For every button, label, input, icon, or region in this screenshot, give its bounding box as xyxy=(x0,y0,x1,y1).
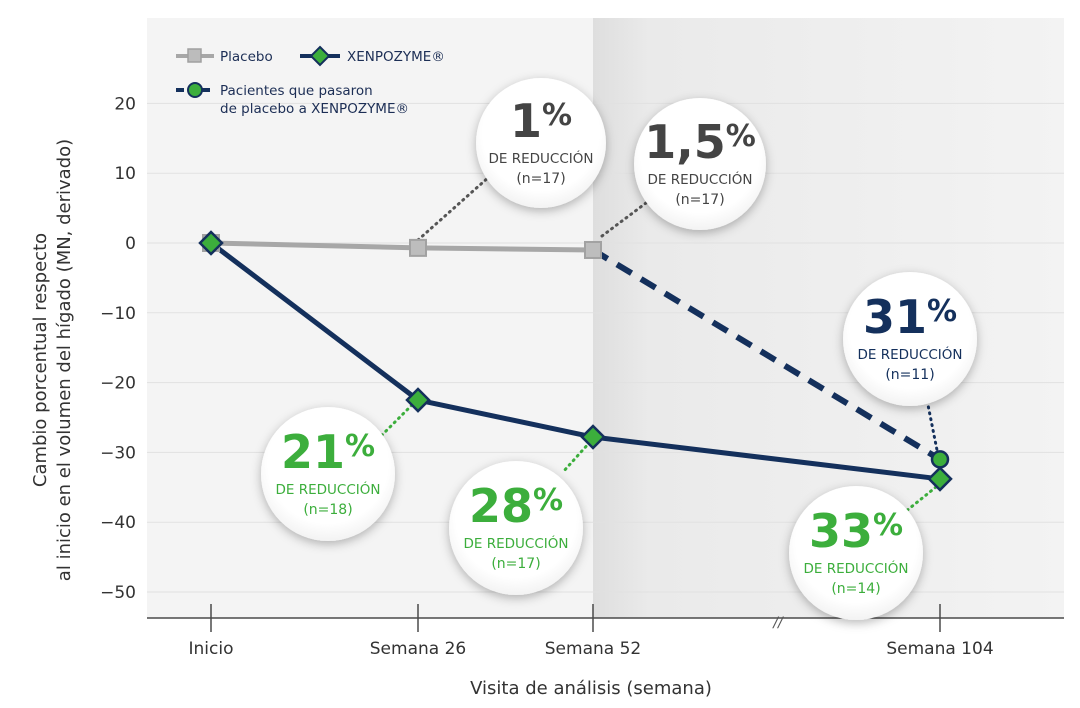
legend-crossover: Pacientes que pasaron de placebo a XENPO… xyxy=(176,82,409,117)
y-tick-label: 0 xyxy=(125,234,136,254)
legend-placebo-label: Placebo xyxy=(220,49,273,65)
y-tick-label: −10 xyxy=(100,304,136,324)
bubble-label: DE REDUCCIÓN xyxy=(804,559,909,577)
annotation-connectors xyxy=(378,174,940,514)
bubble-circle xyxy=(789,486,923,620)
y-tick-label: −50 xyxy=(100,583,136,603)
annotation-connector xyxy=(416,174,492,242)
x-tick-labels: Inicio Semana 26 Semana 52 Semana 104 xyxy=(189,604,994,659)
xenpozyme-marker xyxy=(927,466,953,492)
crossover-marker xyxy=(930,450,950,469)
bubble-label: DE REDUCCIÓN xyxy=(276,480,381,498)
annotation-connector xyxy=(600,198,652,238)
bubble-n: (n=17) xyxy=(675,192,724,208)
x-tick-label: Semana 104 xyxy=(886,639,993,659)
annotation-connector xyxy=(561,440,592,474)
bubble-percent: 28% xyxy=(469,479,563,533)
annotation-connector xyxy=(926,403,940,457)
annotation-bubbles: 1%DE REDUCCIÓN(n=17)1,5%DE REDUCCIÓN(n=1… xyxy=(261,78,977,620)
series-line xyxy=(591,247,942,462)
xenpozyme-marker xyxy=(580,424,606,450)
x-tick-label: Inicio xyxy=(189,639,234,659)
legend: Placebo XENPOZYME® Pacientes que pasaron… xyxy=(176,45,445,117)
legend-crossover-label-2: de placebo a XENPOZYME® xyxy=(220,101,409,117)
reduction-bubble: 1,5%DE REDUCCIÓN (n=17) xyxy=(634,98,766,230)
axis-break: // xyxy=(771,615,784,631)
reduction-bubble: 33%DE REDUCCIÓN (n=14) xyxy=(789,486,923,620)
xenpozyme-marker xyxy=(405,387,431,413)
legend-placebo: Placebo xyxy=(176,48,273,65)
x-tick-label: Semana 26 xyxy=(370,639,466,659)
legend-xenpozyme: XENPOZYME® xyxy=(300,45,445,67)
y-tick-label: −40 xyxy=(100,513,136,533)
bubble-n: (n=11) xyxy=(885,367,934,383)
placebo-marker xyxy=(409,238,427,257)
bubble-n: (n=17) xyxy=(491,556,540,572)
y-axis-title-line2: al inicio en el volumen del hígado (MN, … xyxy=(54,139,75,581)
reduction-bubble: 31%DE REDUCCIÓN (n=11) xyxy=(843,272,977,406)
reduction-bubble: 28%DE REDUCCIÓN (n=17) xyxy=(449,461,583,595)
bubble-percent: 1% xyxy=(510,94,572,148)
bubble-circle xyxy=(476,78,606,208)
x-tick-label: Semana 52 xyxy=(545,639,641,659)
bubble-n: (n=17) xyxy=(516,171,565,187)
y-axis-title-line1: Cambio porcentual respecto xyxy=(30,233,51,487)
y-tick-labels: 20 10 0 −10 −20 −30 −40 −50 xyxy=(100,94,136,603)
x-axis-title: Visita de análisis (semana) xyxy=(470,678,712,699)
y-tick-label: −20 xyxy=(100,374,136,394)
y-tick-label: 20 xyxy=(114,94,136,114)
bubble-n: (n=18) xyxy=(303,502,352,518)
y-tick-label: −30 xyxy=(100,443,136,463)
xenpozyme-marker xyxy=(198,230,224,256)
bubble-percent: 31% xyxy=(863,290,957,344)
series-line xyxy=(209,241,941,482)
annotation-connector xyxy=(378,403,414,439)
y-tick-label: 10 xyxy=(114,164,136,184)
bubble-circle xyxy=(843,272,977,406)
series-markers xyxy=(198,230,953,492)
bubble-percent: 33% xyxy=(809,504,903,558)
legend-xenpozyme-label: XENPOZYME® xyxy=(347,49,445,65)
bubble-label: DE REDUCCIÓN xyxy=(858,345,963,363)
bubble-percent: 1,5% xyxy=(644,115,756,169)
bubble-n: (n=14) xyxy=(831,581,880,597)
annotation-connector xyxy=(903,485,938,514)
bubble-circle xyxy=(449,461,583,595)
bubble-label: DE REDUCCIÓN xyxy=(464,534,569,552)
reduction-bubble: 21%DE REDUCCIÓN (n=18) xyxy=(261,407,395,541)
reduction-bubble: 1%DE REDUCCIÓN (n=17) xyxy=(476,78,606,208)
bubble-percent: 21% xyxy=(281,425,375,479)
bubble-circle xyxy=(261,407,395,541)
placebo-marker xyxy=(584,240,602,259)
bubble-label: DE REDUCCIÓN xyxy=(489,149,594,167)
bubble-circle xyxy=(634,98,766,230)
legend-crossover-label-1: Pacientes que pasaron xyxy=(220,83,373,99)
bubble-label: DE REDUCCIÓN xyxy=(648,170,753,188)
